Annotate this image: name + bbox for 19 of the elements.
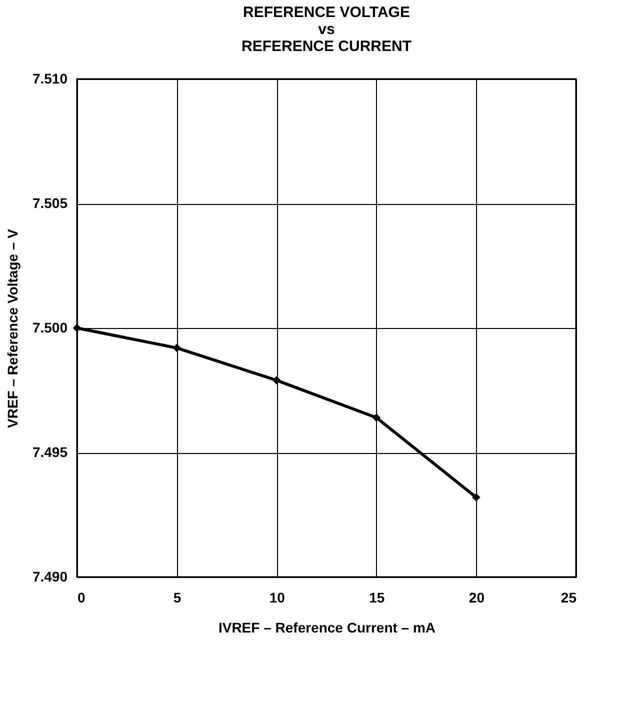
y-tick-label: 7.500 [32, 320, 68, 336]
y-tick-label: 7.505 [32, 195, 68, 211]
x-axis-title: IVREF – Reference Current – mA [218, 620, 436, 636]
point [272, 376, 281, 384]
y-tick-label: 7.490 [32, 568, 68, 584]
x-tick-label: 25 [560, 590, 577, 606]
point [472, 493, 480, 502]
x-tick-label: 0 [78, 590, 86, 606]
x-tick-label: 15 [369, 590, 385, 606]
y-tick-label: 7.495 [32, 444, 68, 460]
x-tick-label: 20 [468, 590, 485, 606]
x-tick-label: 5 [173, 590, 182, 606]
point [372, 413, 381, 422]
y-axis-title: VREF – Reference Voltage – V [4, 228, 20, 428]
point [172, 344, 181, 352]
x-tick-label: 10 [269, 590, 286, 606]
point [72, 324, 82, 332]
chart-title: REFERENCE VOLTAGE vs REFERENCE CURRENT [241, 4, 412, 55]
y-tick-label: 7.510 [32, 70, 68, 86]
